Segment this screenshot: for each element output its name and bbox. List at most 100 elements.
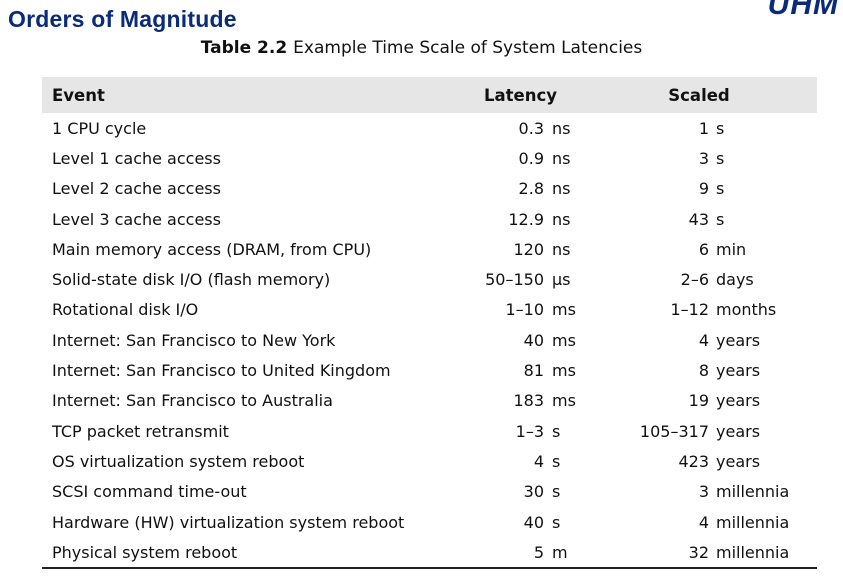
scaled-value: 105–317 bbox=[639, 421, 709, 441]
scaled-cell: 105–317 years bbox=[605, 422, 817, 441]
scaled-cell: 3 millennia bbox=[605, 482, 817, 501]
table-caption-text: Example Time Scale of System Latencies bbox=[293, 38, 643, 58]
event-cell: Hardware (HW) virtualization system rebo… bbox=[52, 512, 405, 532]
latency-unit: ns bbox=[552, 148, 571, 168]
table-row: Internet: San Francisco to Australia 183 m… bbox=[42, 386, 817, 416]
latency-unit: ns bbox=[552, 239, 571, 259]
event-cell: Level 1 cache access bbox=[52, 148, 221, 168]
scaled-unit: years bbox=[716, 421, 761, 441]
scaled-unit: millennia bbox=[716, 542, 790, 562]
scaled-unit: s bbox=[716, 179, 725, 199]
scaled-unit: months bbox=[716, 300, 777, 320]
scaled-unit: s bbox=[716, 209, 725, 229]
latency-value: 0.3 bbox=[518, 118, 544, 138]
latency-cell: 0.9 ns bbox=[462, 149, 605, 168]
latency-unit: ms bbox=[552, 361, 576, 381]
scaled-cell: 6 min bbox=[605, 240, 817, 259]
latency-cell: 12.9 ns bbox=[462, 210, 605, 229]
scaled-cell: 4 millennia bbox=[605, 513, 817, 532]
latency-cell: 1–10 ms bbox=[462, 300, 605, 319]
scaled-unit: millennia bbox=[716, 482, 790, 502]
latency-value: 1–3 bbox=[515, 421, 544, 441]
scaled-value: 4 bbox=[698, 512, 709, 532]
scaled-unit: s bbox=[716, 118, 725, 138]
latency-unit: s bbox=[552, 451, 561, 471]
latency-value: 1–10 bbox=[505, 300, 544, 320]
latency-cell: 40 ms bbox=[462, 331, 605, 350]
table-row: Main memory access (DRAM, from CPU) 120 ns… bbox=[42, 234, 817, 264]
event-cell: Physical system reboot bbox=[52, 542, 238, 562]
latency-cell: 120 ns bbox=[462, 240, 605, 259]
scaled-value: 3 bbox=[698, 482, 709, 502]
latency-value: 120 bbox=[513, 239, 544, 259]
university-logo: UHM bbox=[768, 0, 839, 16]
scaled-unit: years bbox=[716, 361, 761, 381]
table-row: Internet: San Francisco to United Kingdo… bbox=[42, 355, 817, 385]
latency-cell: 2.8 ns bbox=[462, 179, 605, 198]
latency-unit: ms bbox=[552, 300, 576, 320]
table-caption-number: Table 2.2 bbox=[200, 38, 288, 58]
latency-unit: μs bbox=[552, 270, 571, 290]
scaled-value: 3 bbox=[698, 148, 709, 168]
scaled-value: 8 bbox=[698, 361, 709, 381]
scaled-cell: 1–12 months bbox=[605, 300, 817, 319]
latency-unit: ns bbox=[552, 209, 571, 229]
latency-cell: 0.3 ns bbox=[462, 119, 605, 138]
event-cell: Level 3 cache access bbox=[52, 209, 221, 229]
scaled-value: 2–6 bbox=[680, 270, 709, 290]
latency-cell: 40 s bbox=[462, 513, 605, 532]
table-row: Level 3 cache access 12.9 ns 43 s bbox=[42, 204, 817, 234]
scaled-unit: s bbox=[716, 148, 725, 168]
table-row: 1 CPU cycle 0.3 ns 1 s bbox=[42, 113, 817, 143]
table-row: Solid-state disk I/O (flash memory) 50–15… bbox=[42, 264, 817, 294]
latency-value: 40 bbox=[523, 330, 544, 350]
slide-title: Orders of Magnitude bbox=[8, 6, 237, 32]
scaled-value: 1–12 bbox=[670, 300, 709, 320]
scaled-cell: 423 years bbox=[605, 452, 817, 471]
latency-unit: s bbox=[552, 482, 561, 502]
latency-value: 12.9 bbox=[508, 209, 544, 229]
latency-unit: ms bbox=[552, 391, 576, 411]
latency-cell: 1–3 s bbox=[462, 422, 605, 441]
scaled-value: 9 bbox=[698, 179, 709, 199]
scaled-cell: 32 millennia bbox=[605, 543, 817, 562]
latency-value: 4 bbox=[533, 451, 544, 471]
scaled-cell: 19 years bbox=[605, 391, 817, 410]
latency-unit: m bbox=[552, 542, 568, 562]
table-row: Rotational disk I/O 1–10 ms 1–12 months bbox=[42, 295, 817, 325]
scaled-unit: years bbox=[716, 451, 761, 471]
latency-value: 30 bbox=[523, 482, 544, 502]
table-caption: Table 2.2 Example Time Scale of System La… bbox=[0, 38, 843, 58]
scaled-cell: 2–6 days bbox=[605, 270, 817, 289]
scaled-unit: millennia bbox=[716, 512, 790, 532]
scaled-value: 43 bbox=[688, 209, 709, 229]
latency-cell: 81 ms bbox=[462, 361, 605, 380]
table-row: TCP packet retransmit 1–3 s 105–317 years bbox=[42, 416, 817, 446]
header-event: Event bbox=[52, 85, 105, 105]
event-cell: Internet: San Francisco to United Kingdo… bbox=[52, 361, 391, 381]
table-row: Level 2 cache access 2.8 ns 9 s bbox=[42, 174, 817, 204]
latency-cell: 30 s bbox=[462, 482, 605, 501]
event-cell: SCSI command time-out bbox=[52, 482, 247, 502]
latency-value: 0.9 bbox=[518, 148, 544, 168]
scaled-cell: 43 s bbox=[605, 210, 817, 229]
event-cell: Internet: San Francisco to New York bbox=[52, 330, 336, 350]
latency-cell: 183 ms bbox=[462, 391, 605, 410]
latency-value: 5 bbox=[533, 542, 544, 562]
latency-unit: ms bbox=[552, 330, 576, 350]
scaled-unit: min bbox=[716, 239, 747, 259]
event-cell: Main memory access (DRAM, from CPU) bbox=[52, 239, 372, 259]
latency-cell: 50–150 μs bbox=[462, 270, 605, 289]
table-row: Hardware (HW) virtualization system rebo… bbox=[42, 507, 817, 537]
scaled-unit: days bbox=[716, 270, 754, 290]
event-cell: Rotational disk I/O bbox=[52, 300, 199, 320]
event-cell: Solid-state disk I/O (flash memory) bbox=[52, 270, 331, 290]
scaled-value: 19 bbox=[688, 391, 709, 411]
event-cell: Level 2 cache access bbox=[52, 179, 221, 199]
latency-value: 40 bbox=[523, 512, 544, 532]
table-row: SCSI command time-out 30 s 3 millennia bbox=[42, 477, 817, 507]
